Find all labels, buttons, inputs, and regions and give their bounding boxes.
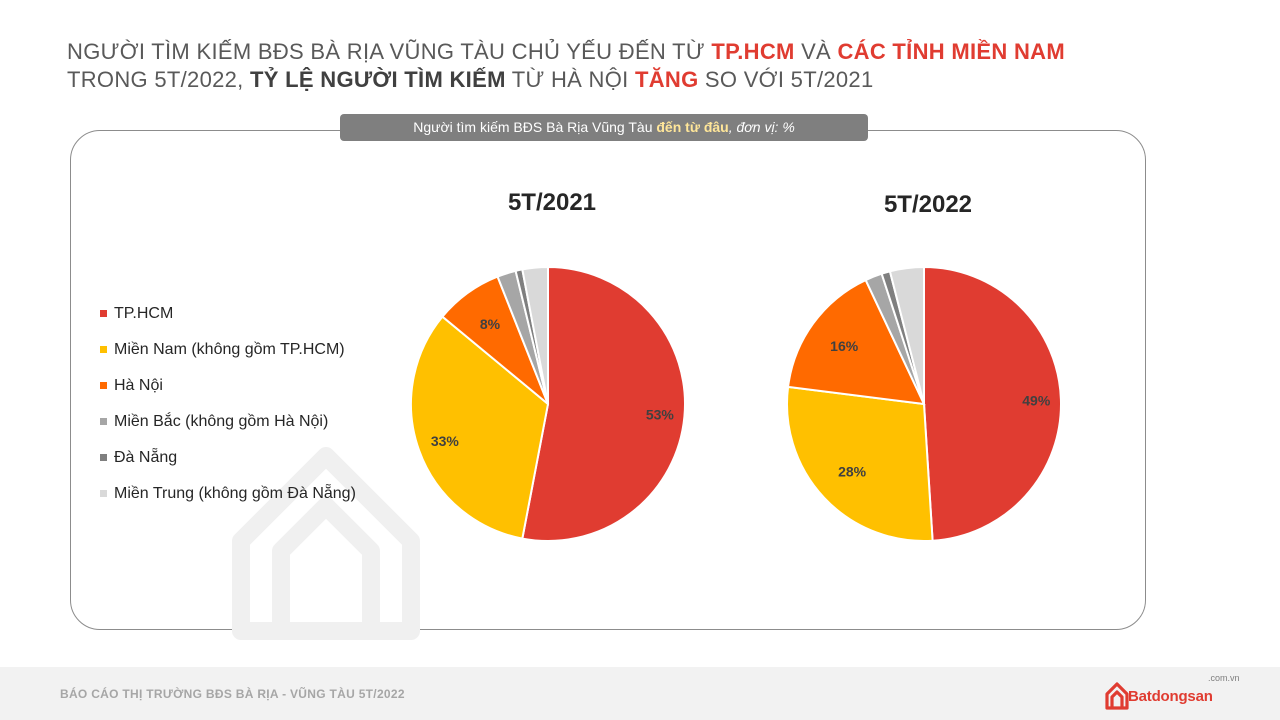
legend-label: Hà Nội	[114, 377, 163, 394]
headline-segment: TP.HCM	[711, 39, 795, 64]
legend-swatch	[100, 418, 107, 425]
legend-swatch	[100, 490, 107, 497]
legend-swatch	[100, 310, 107, 317]
watermark-logo-icon	[232, 447, 420, 640]
footer: BÁO CÁO THỊ TRƯỜNG BĐS BÀ RỊA - VŨNG TÀU…	[0, 667, 1280, 720]
legend-label: Đà Nẵng	[114, 449, 178, 466]
legend-label: Miền Trung (không gồm Đà Nẵng)	[114, 485, 356, 502]
headline-segment: TĂNG	[634, 67, 699, 92]
legend-label: Miền Nam (không gồm TP.HCM)	[114, 341, 345, 358]
pie-slice	[410, 315, 550, 540]
headline-segment: SO VỚI 5T/2021	[698, 67, 874, 92]
pie-slice	[521, 265, 686, 542]
pie-slice	[923, 265, 1062, 542]
data-label: 28%	[838, 464, 867, 480]
headline-segment: TỶ LỆ NGƯỜI TÌM KIẾM	[250, 67, 506, 92]
batdongsan-logo-icon	[1105, 682, 1129, 710]
brand-name: Batdongsan	[1128, 688, 1213, 705]
headline-segment: TRONG 5T/2022,	[67, 67, 251, 92]
data-label: 33%	[431, 433, 460, 449]
legend-item-mien-nam: Miền Nam (không gồm TP.HCM)	[100, 332, 356, 368]
pie-slice	[786, 278, 926, 406]
legend-swatch	[100, 382, 107, 389]
legend-item-ha-noi: Hà Nội	[100, 368, 356, 404]
headline-segment: CÁC TỈNH MIỀN NAM	[837, 39, 1065, 64]
pie-chart-5t-2021: 53% 33% 8% 5T/2021	[410, 189, 686, 542]
legend-label: TP.HCM	[114, 305, 174, 322]
subtitle-emphasis: đến từ đâu	[656, 119, 729, 135]
legend-swatch	[100, 346, 107, 353]
data-label: 8%	[480, 316, 501, 332]
chart-title: 5T/2021	[508, 189, 596, 216]
pie-slice	[888, 265, 925, 405]
legend-item-tphcm: TP.HCM	[100, 296, 356, 332]
pie-charts: 53% 33% 8% 5T/2021 49% 28% 16% 5T/2022	[410, 189, 1062, 542]
chart-subtitle: Người tìm kiếm BĐS Bà Rịa Vũng Tàu đến t…	[340, 114, 868, 141]
legend-item-da-nang: Đà Nẵng	[100, 440, 356, 476]
pie-slice	[786, 385, 934, 542]
legend-item-mien-trung: Miền Trung (không gồm Đà Nẵng)	[100, 476, 356, 512]
subtitle-prefix: Người tìm kiếm BĐS Bà Rịa Vũng Tàu	[413, 119, 657, 135]
report-title: BÁO CÁO THỊ TRƯỜNG BĐS BÀ RỊA - VŨNG TÀU…	[60, 687, 405, 701]
legend: TP.HCM Miền Nam (không gồm TP.HCM) Hà Nộ…	[100, 296, 356, 512]
pie-slice	[521, 265, 549, 405]
headline-segment: NGƯỜI TÌM KIẾM BĐS BÀ RỊA VŨNG TÀU CHỦ Y…	[67, 39, 712, 64]
brand-domain: .com.vn	[1208, 673, 1240, 683]
headline-line-2: TRONG 5T/2022, TỶ LỆ NGƯỜI TÌM KIẾM TỪ H…	[67, 66, 1217, 94]
headline: NGƯỜI TÌM KIẾM BĐS BÀ RỊA VŨNG TÀU CHỦ Y…	[67, 38, 1217, 94]
legend-label: Miền Bắc (không gồm Hà Nội)	[114, 413, 329, 430]
headline-line-1: NGƯỜI TÌM KIẾM BĐS BÀ RỊA VŨNG TÀU CHỦ Y…	[67, 38, 1217, 66]
chart-title: 5T/2022	[884, 191, 972, 218]
headline-segment: VÀ	[794, 39, 838, 64]
legend-swatch	[100, 454, 107, 461]
data-label: 53%	[646, 407, 675, 423]
data-label: 49%	[1022, 392, 1051, 408]
pie-chart-5t-2022: 49% 28% 16% 5T/2022	[786, 191, 1062, 542]
headline-segment: TỪ HÀ NỘI	[505, 67, 635, 92]
legend-item-mien-bac: Miền Bắc (không gồm Hà Nội)	[100, 404, 356, 440]
data-label: 16%	[830, 338, 859, 354]
subtitle-unit: , đơn vị: %	[728, 119, 795, 135]
